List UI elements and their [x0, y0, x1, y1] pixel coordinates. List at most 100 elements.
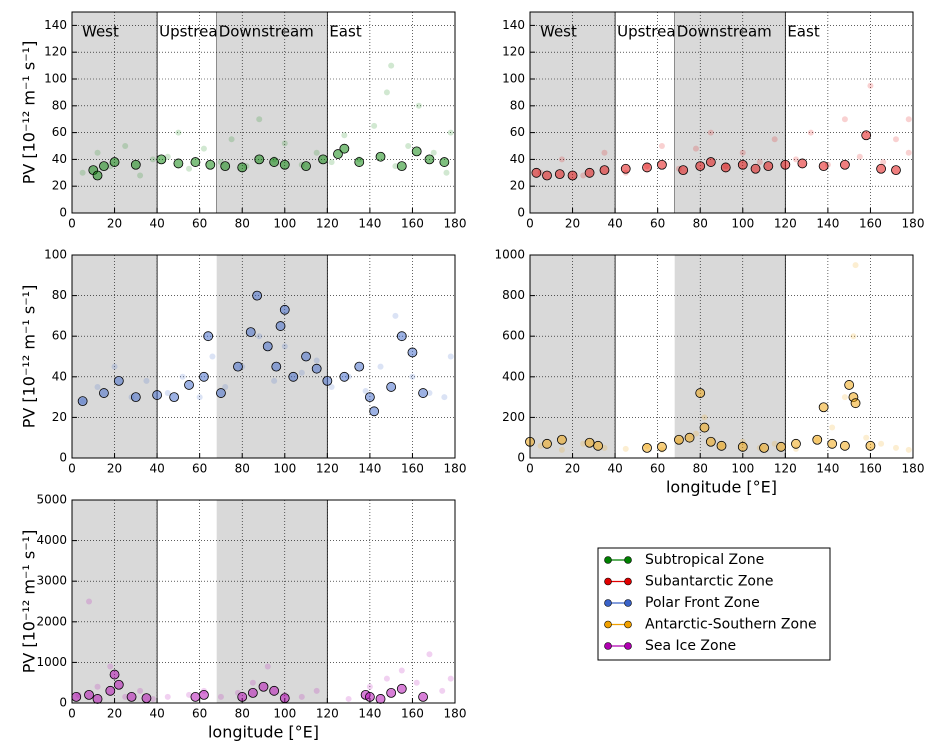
highlight-point — [716, 440, 727, 451]
y-tick-label: 80 — [52, 288, 67, 302]
highlight-point — [258, 681, 269, 692]
highlight-point — [269, 685, 280, 696]
plot-frame — [529, 11, 914, 214]
point — [430, 149, 437, 156]
legend-label: Subantarctic Zone — [645, 574, 773, 590]
point — [122, 693, 129, 700]
legend-marker — [604, 599, 612, 607]
y-axis-label: PV [10⁻¹² m⁻¹ s⁻¹] — [20, 530, 39, 674]
y-tick-label: 140 — [502, 18, 525, 32]
y-tick-label: 140 — [44, 18, 67, 32]
legend-marker — [624, 620, 632, 629]
point — [658, 143, 665, 149]
point — [439, 687, 446, 694]
region-shade — [216, 500, 328, 703]
highlight-point — [584, 437, 595, 448]
x-tick-label: 160 — [859, 217, 882, 231]
highlight-point — [386, 382, 397, 392]
highlight-point — [130, 392, 141, 403]
highlight-point — [542, 170, 552, 181]
highlight-point — [593, 440, 603, 451]
highlight-point — [396, 683, 407, 694]
x-tick-label: 0 — [526, 217, 534, 231]
point — [880, 159, 887, 166]
point — [580, 172, 587, 179]
x-tick-label: 140 — [358, 217, 381, 231]
plot-frame — [71, 11, 456, 214]
y-tick-label: 0 — [517, 451, 525, 465]
highlight-point — [599, 165, 610, 176]
highlight-point — [369, 406, 380, 417]
point — [447, 675, 454, 682]
highlight-point — [531, 167, 542, 178]
highlight-point — [791, 438, 801, 449]
highlight-point — [105, 685, 116, 696]
highlight-point — [737, 159, 748, 170]
legend-marker — [624, 599, 632, 607]
highlight-point — [418, 692, 428, 702]
highlight-point — [699, 422, 710, 433]
point — [856, 153, 863, 160]
point — [313, 687, 320, 694]
x-tick-label: 40 — [149, 707, 164, 721]
point — [94, 149, 101, 156]
point — [892, 136, 899, 143]
panel: 0 20 40 60 80 100 120 140 160 180 0 20 40 60 80 100 PV [… — [20, 248, 467, 476]
highlight-point — [269, 157, 280, 167]
highlight-point — [411, 146, 422, 157]
highlight-point — [99, 388, 109, 398]
point — [413, 679, 420, 686]
point — [111, 363, 118, 370]
point — [256, 116, 263, 123]
x-tick-label: 0 — [68, 462, 76, 476]
highlight-point — [354, 361, 365, 372]
y-tick-label: 40 — [52, 369, 67, 383]
point — [186, 691, 193, 698]
point — [447, 353, 454, 360]
x-tick-label: 180 — [902, 217, 925, 231]
highlight-point — [705, 157, 716, 167]
highlight-point — [720, 162, 731, 173]
x-tick-label: 100 — [731, 217, 754, 231]
x-tick-label: 100 — [273, 707, 296, 721]
highlight-point — [840, 159, 850, 170]
y-tick-label: 40 — [52, 152, 67, 166]
highlight-point — [386, 687, 397, 698]
point — [86, 598, 93, 605]
y-tick-label: 4000 — [36, 533, 67, 547]
point — [313, 357, 320, 364]
x-axis-label: longitude [°E] — [208, 723, 319, 742]
highlight-point — [141, 693, 152, 704]
legend-label: Subtropical Zone — [645, 552, 764, 568]
highlight-point — [695, 388, 706, 398]
point — [137, 687, 144, 694]
point — [164, 390, 171, 397]
highlight-point — [245, 327, 256, 338]
point — [298, 369, 305, 376]
point — [366, 683, 373, 690]
point — [905, 446, 912, 453]
point — [313, 149, 320, 156]
point — [143, 377, 150, 384]
highlight-point — [113, 375, 124, 386]
point — [792, 156, 799, 163]
highlight-point — [844, 380, 855, 390]
x-tick-label: 100 — [273, 217, 296, 231]
highlight-point — [557, 434, 567, 445]
highlight-point — [642, 442, 652, 453]
highlight-point — [254, 154, 265, 165]
point — [228, 136, 235, 143]
point — [392, 312, 399, 319]
point — [362, 388, 369, 395]
point — [107, 663, 114, 670]
x-tick-label: 20 — [107, 462, 122, 476]
point — [341, 132, 348, 139]
x-tick-label: 60 — [192, 217, 207, 231]
highlight-point — [233, 361, 243, 372]
x-tick-label: 40 — [607, 217, 622, 231]
highlight-point — [375, 694, 386, 704]
legend-marker — [624, 577, 632, 586]
y-tick-label: 0 — [59, 206, 67, 220]
point — [271, 377, 278, 384]
highlight-point — [318, 154, 328, 165]
